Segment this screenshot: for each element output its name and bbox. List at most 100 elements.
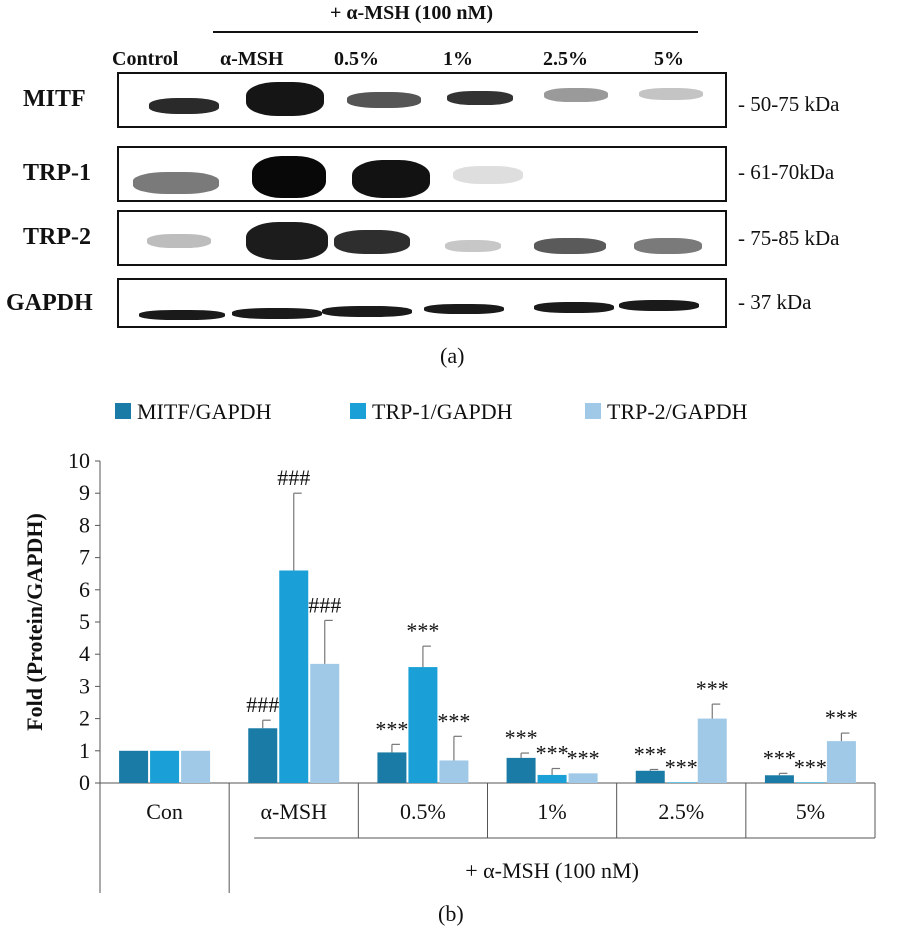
- band: [445, 240, 501, 252]
- bar: [408, 667, 438, 783]
- band: [634, 238, 702, 254]
- lane-label-0-5: 0.5%: [334, 48, 379, 70]
- band: [534, 302, 614, 313]
- lane-label-control: Control: [112, 48, 179, 70]
- band: [149, 98, 219, 114]
- blot-trp1: [117, 146, 727, 202]
- band: [347, 92, 421, 108]
- significance-label: ***: [696, 676, 729, 701]
- bar: [248, 728, 278, 783]
- significance-label: ***: [567, 745, 600, 770]
- bar: [150, 750, 180, 783]
- kda-mitf: - 50-75 kDa: [738, 92, 840, 116]
- y-tick-label: 3: [79, 673, 90, 698]
- band: [352, 160, 430, 198]
- caption-b: (b): [438, 901, 464, 926]
- bar-chart: MITF/GAPDH TRP-1/GAPDH TRP-2/GAPDH 0 1 2 3 4 5 6 7…: [22, 399, 876, 893]
- y-tick-label: 6: [79, 577, 90, 602]
- band: [447, 91, 513, 105]
- x-tick-label: 5%: [796, 799, 825, 824]
- y-tick-label: 5: [79, 609, 90, 634]
- bar: [506, 757, 536, 783]
- treatment-header-line: [213, 31, 698, 33]
- x-tick-label: α-MSH: [260, 799, 327, 824]
- y-tick-label: 10: [68, 448, 90, 473]
- y-tick-label: 1: [79, 738, 90, 763]
- band: [322, 306, 412, 317]
- band: [424, 304, 504, 314]
- y-axis-title: Fold (Protein/GAPDH): [22, 513, 47, 731]
- treatment-header: + α-MSH (100 nM): [330, 2, 494, 24]
- row-label-mitf: MITF: [23, 86, 86, 112]
- significance-label: ***: [634, 741, 667, 766]
- y-tick-label: 9: [79, 480, 90, 505]
- x-tick-label: Con: [146, 799, 183, 824]
- legend-swatch: [585, 403, 601, 419]
- blot-gapdh: [117, 278, 727, 328]
- bar: [181, 750, 211, 783]
- significance-label: ###: [308, 592, 341, 617]
- band: [619, 300, 699, 311]
- band: [252, 156, 326, 198]
- significance-label: ###: [246, 692, 279, 717]
- row-label-gapdh: GAPDH: [6, 290, 93, 316]
- significance-label: ***: [794, 754, 827, 779]
- band: [453, 166, 523, 184]
- significance-label: ***: [665, 754, 698, 779]
- bar: [697, 718, 727, 783]
- blot-trp2: [117, 210, 727, 266]
- x-tick-label: 1%: [537, 799, 566, 824]
- significance-label: ***: [406, 618, 439, 643]
- band: [232, 308, 322, 319]
- significance-label: ***: [763, 745, 796, 770]
- y-tick-label: 8: [79, 512, 90, 537]
- legend-swatch: [115, 403, 131, 419]
- band: [639, 88, 703, 100]
- bar: [377, 752, 407, 783]
- kda-trp1: - 61-70kDa: [738, 160, 835, 184]
- y-tick-label: 0: [79, 770, 90, 795]
- y-tick-label: 2: [79, 706, 90, 731]
- y-tick-label: 4: [79, 641, 90, 666]
- band: [133, 172, 219, 194]
- significance-label: ***: [536, 741, 569, 766]
- x-tick-label: 2.5%: [658, 799, 704, 824]
- legend-label: TRP-2/GAPDH: [607, 399, 748, 424]
- band: [334, 230, 410, 254]
- y-tick-label: 7: [79, 545, 90, 570]
- bar: [764, 775, 794, 783]
- band: [534, 238, 606, 254]
- bar: [279, 570, 309, 783]
- bar: [568, 773, 598, 783]
- kda-gapdh: - 37 kDa: [738, 290, 812, 314]
- row-label-trp1: TRP-1: [23, 160, 91, 186]
- bar: [439, 760, 469, 783]
- band: [246, 222, 328, 260]
- significance-label: ###: [277, 465, 310, 490]
- significance-label: ***: [505, 725, 538, 750]
- caption-a: (a): [440, 343, 465, 368]
- blot-mitf: [117, 72, 727, 128]
- band: [544, 88, 608, 102]
- legend-label: TRP-1/GAPDH: [372, 399, 513, 424]
- band: [246, 82, 324, 116]
- x-tick-label: 0.5%: [400, 799, 446, 824]
- band: [139, 310, 225, 320]
- significance-label: ***: [375, 716, 408, 741]
- bar: [795, 782, 825, 783]
- significance-label: ***: [437, 708, 470, 733]
- lane-label-amsh: α-MSH: [220, 48, 284, 70]
- group-label: + α-MSH (100 nM): [465, 858, 639, 883]
- legend-swatch: [350, 403, 366, 419]
- bar: [635, 770, 665, 783]
- band: [147, 234, 211, 248]
- bar: [310, 663, 340, 783]
- kda-trp2: - 75-85 kDa: [738, 226, 840, 250]
- lane-label-1: 1%: [443, 48, 473, 70]
- significance-label: ***: [825, 705, 858, 730]
- bar: [119, 750, 149, 783]
- bar: [826, 741, 856, 783]
- lane-label-2-5: 2.5%: [543, 48, 588, 70]
- lane-label-5: 5%: [654, 48, 684, 70]
- bar: [537, 774, 567, 783]
